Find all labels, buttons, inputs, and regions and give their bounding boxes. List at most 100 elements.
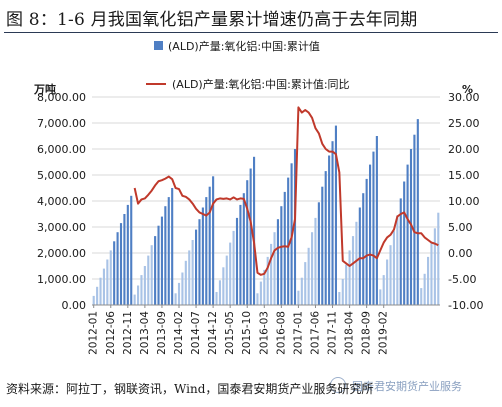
- bar: [126, 204, 129, 305]
- bar: [225, 255, 228, 305]
- title-divider: [4, 32, 498, 33]
- bar: [123, 214, 126, 305]
- bar: [208, 186, 211, 305]
- right-axis: -10.00 -5.00 0.00 5.00 10.00 15.00 20.00 25.00 3…: [448, 91, 483, 312]
- left-tick-label: 2,000.00: [37, 247, 86, 260]
- bar: [218, 280, 221, 305]
- bar: [191, 240, 194, 305]
- bar: [119, 223, 123, 305]
- bar: [109, 250, 112, 305]
- x-tick-label: 2012-01: [88, 311, 100, 355]
- x-tick-label: 2012-06: [105, 311, 117, 355]
- bar: [348, 250, 351, 305]
- bar: [403, 181, 406, 305]
- bar: [154, 236, 157, 305]
- bar: [317, 202, 320, 305]
- x-tick-label: 2016-08: [275, 311, 287, 355]
- bar: [133, 294, 136, 305]
- bar: [256, 293, 259, 305]
- bar: [232, 230, 235, 305]
- chart-area: 0.00 1,000.00 2,000.00 3,000.00 4,000.00 5,00…: [33, 39, 483, 355]
- bar: [259, 281, 262, 305]
- x-tick-label: 2014-02: [173, 311, 185, 355]
- bar: [416, 119, 419, 305]
- x-tick-label: 2013-09: [156, 311, 168, 355]
- bar: [413, 134, 416, 305]
- left-axis: 0.00 1,000.00 2,000.00 3,000.00 4,000.00 5,00…: [37, 91, 86, 312]
- right-tick-label: -5.00: [448, 273, 476, 286]
- bar: [365, 178, 368, 305]
- right-tick-label: -10.00: [448, 299, 483, 312]
- bar: [174, 293, 177, 305]
- legend: (ALD)产量:氧化铝:中国:累计值 (ALD)产量:氧化铝:中国:累计值:同比: [146, 39, 350, 91]
- bar: [406, 164, 409, 305]
- bar: [229, 242, 232, 305]
- bar: [409, 149, 413, 305]
- bar: [382, 275, 385, 305]
- bar: [293, 149, 297, 305]
- bar: [263, 269, 266, 305]
- left-tick-label: 3,000.00: [37, 221, 86, 234]
- bar: [273, 232, 276, 305]
- x-tick-label: 2013-04: [139, 311, 151, 355]
- bar: [280, 206, 283, 305]
- x-tick-label: 2017-06: [309, 311, 321, 355]
- bar: [177, 282, 181, 305]
- right-axis-title: %: [462, 83, 473, 96]
- bar: [143, 266, 146, 305]
- bar: [167, 197, 170, 305]
- bar: [430, 242, 433, 305]
- bar: [150, 245, 153, 305]
- bar: [270, 243, 273, 305]
- bar: [253, 156, 256, 305]
- bar: [164, 206, 167, 305]
- bar: [283, 191, 286, 305]
- bar: [392, 230, 395, 305]
- left-tick-label: 7,000.00: [37, 117, 86, 130]
- right-tick-label: 20.00: [448, 143, 480, 156]
- bar: [375, 136, 378, 305]
- left-tick-label: 6,000.00: [37, 143, 86, 156]
- bar: [171, 188, 174, 305]
- bar: [300, 277, 303, 305]
- bar: [137, 285, 140, 305]
- x-tick-label: 2018-09: [361, 311, 373, 355]
- bar: [389, 245, 392, 305]
- right-tick-label: 15.00: [448, 169, 480, 182]
- bar: [341, 279, 344, 305]
- bar: [362, 193, 365, 305]
- bar: [328, 155, 331, 305]
- bar: [116, 232, 119, 305]
- x-tick-label: 2019-02: [378, 311, 390, 355]
- bar: [321, 186, 324, 305]
- x-tick-label: 2017-11: [327, 311, 339, 355]
- x-axis: 2012-01 2012-06 2012-11 2013-04 2013-09 2014-…: [88, 304, 440, 355]
- bar: [399, 198, 402, 305]
- left-axis-title: 万吨: [33, 82, 56, 96]
- left-tick-label: 4,000.00: [37, 195, 86, 208]
- bar: [324, 171, 327, 305]
- right-tick-label: 30.00: [448, 91, 480, 104]
- bar: [379, 289, 382, 305]
- bar: [157, 225, 160, 305]
- watermark-logo-icon: [330, 377, 346, 393]
- bar: [96, 286, 99, 305]
- left-tick-label: 5,000.00: [37, 169, 86, 182]
- x-tick-label: 2015-10: [241, 311, 253, 355]
- bar: [102, 268, 105, 305]
- legend-line-label: (ALD)产量:氧化铝:中国:累计值:同比: [172, 77, 350, 91]
- bar: [420, 288, 423, 305]
- bar: [99, 277, 102, 305]
- bar: [314, 217, 317, 305]
- x-tick-label: 2016-03: [258, 311, 270, 355]
- bar: [212, 176, 215, 305]
- bar: [386, 259, 389, 305]
- bar: [201, 207, 204, 305]
- left-tick-label: 1,000.00: [37, 273, 86, 286]
- bar: [184, 260, 187, 305]
- bar: [427, 256, 430, 305]
- bar: [160, 216, 163, 305]
- right-tick-label: 25.00: [448, 117, 480, 130]
- bar: [113, 241, 116, 305]
- bar: [345, 264, 348, 305]
